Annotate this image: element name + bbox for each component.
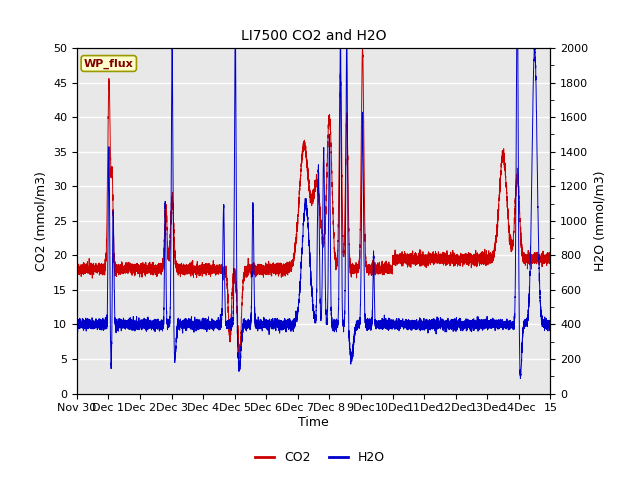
- X-axis label: Time: Time: [298, 416, 329, 429]
- Text: WP_flux: WP_flux: [84, 59, 134, 69]
- Title: LI7500 CO2 and H2O: LI7500 CO2 and H2O: [241, 29, 387, 43]
- Y-axis label: CO2 (mmol/m3): CO2 (mmol/m3): [35, 171, 47, 271]
- Legend: CO2, H2O: CO2, H2O: [250, 446, 390, 469]
- Y-axis label: H2O (mmol/m3): H2O (mmol/m3): [594, 170, 607, 271]
